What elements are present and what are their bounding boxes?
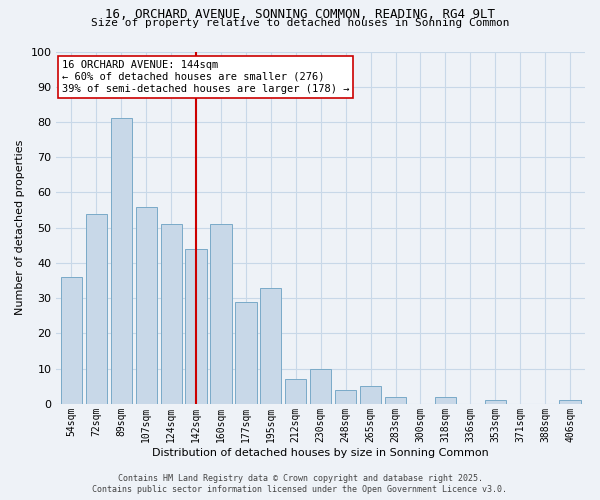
Text: 16 ORCHARD AVENUE: 144sqm
← 60% of detached houses are smaller (276)
39% of semi: 16 ORCHARD AVENUE: 144sqm ← 60% of detac… [62, 60, 349, 94]
X-axis label: Distribution of detached houses by size in Sonning Common: Distribution of detached houses by size … [152, 448, 489, 458]
Text: Size of property relative to detached houses in Sonning Common: Size of property relative to detached ho… [91, 18, 509, 28]
Bar [235, 302, 257, 404]
Bar [110, 118, 132, 404]
Bar [385, 397, 406, 404]
Bar [161, 224, 182, 404]
Text: 16, ORCHARD AVENUE, SONNING COMMON, READING, RG4 9LT: 16, ORCHARD AVENUE, SONNING COMMON, READ… [105, 8, 495, 20]
Text: Contains HM Land Registry data © Crown copyright and database right 2025.
Contai: Contains HM Land Registry data © Crown c… [92, 474, 508, 494]
Bar [310, 368, 331, 404]
Bar [485, 400, 506, 404]
Bar [260, 288, 281, 404]
Bar [335, 390, 356, 404]
Bar [285, 379, 307, 404]
Bar [435, 397, 456, 404]
Bar [559, 400, 581, 404]
Bar [86, 214, 107, 404]
Bar [61, 277, 82, 404]
Bar [136, 206, 157, 404]
Bar [185, 249, 206, 404]
Bar [211, 224, 232, 404]
Y-axis label: Number of detached properties: Number of detached properties [15, 140, 25, 316]
Bar [360, 386, 381, 404]
